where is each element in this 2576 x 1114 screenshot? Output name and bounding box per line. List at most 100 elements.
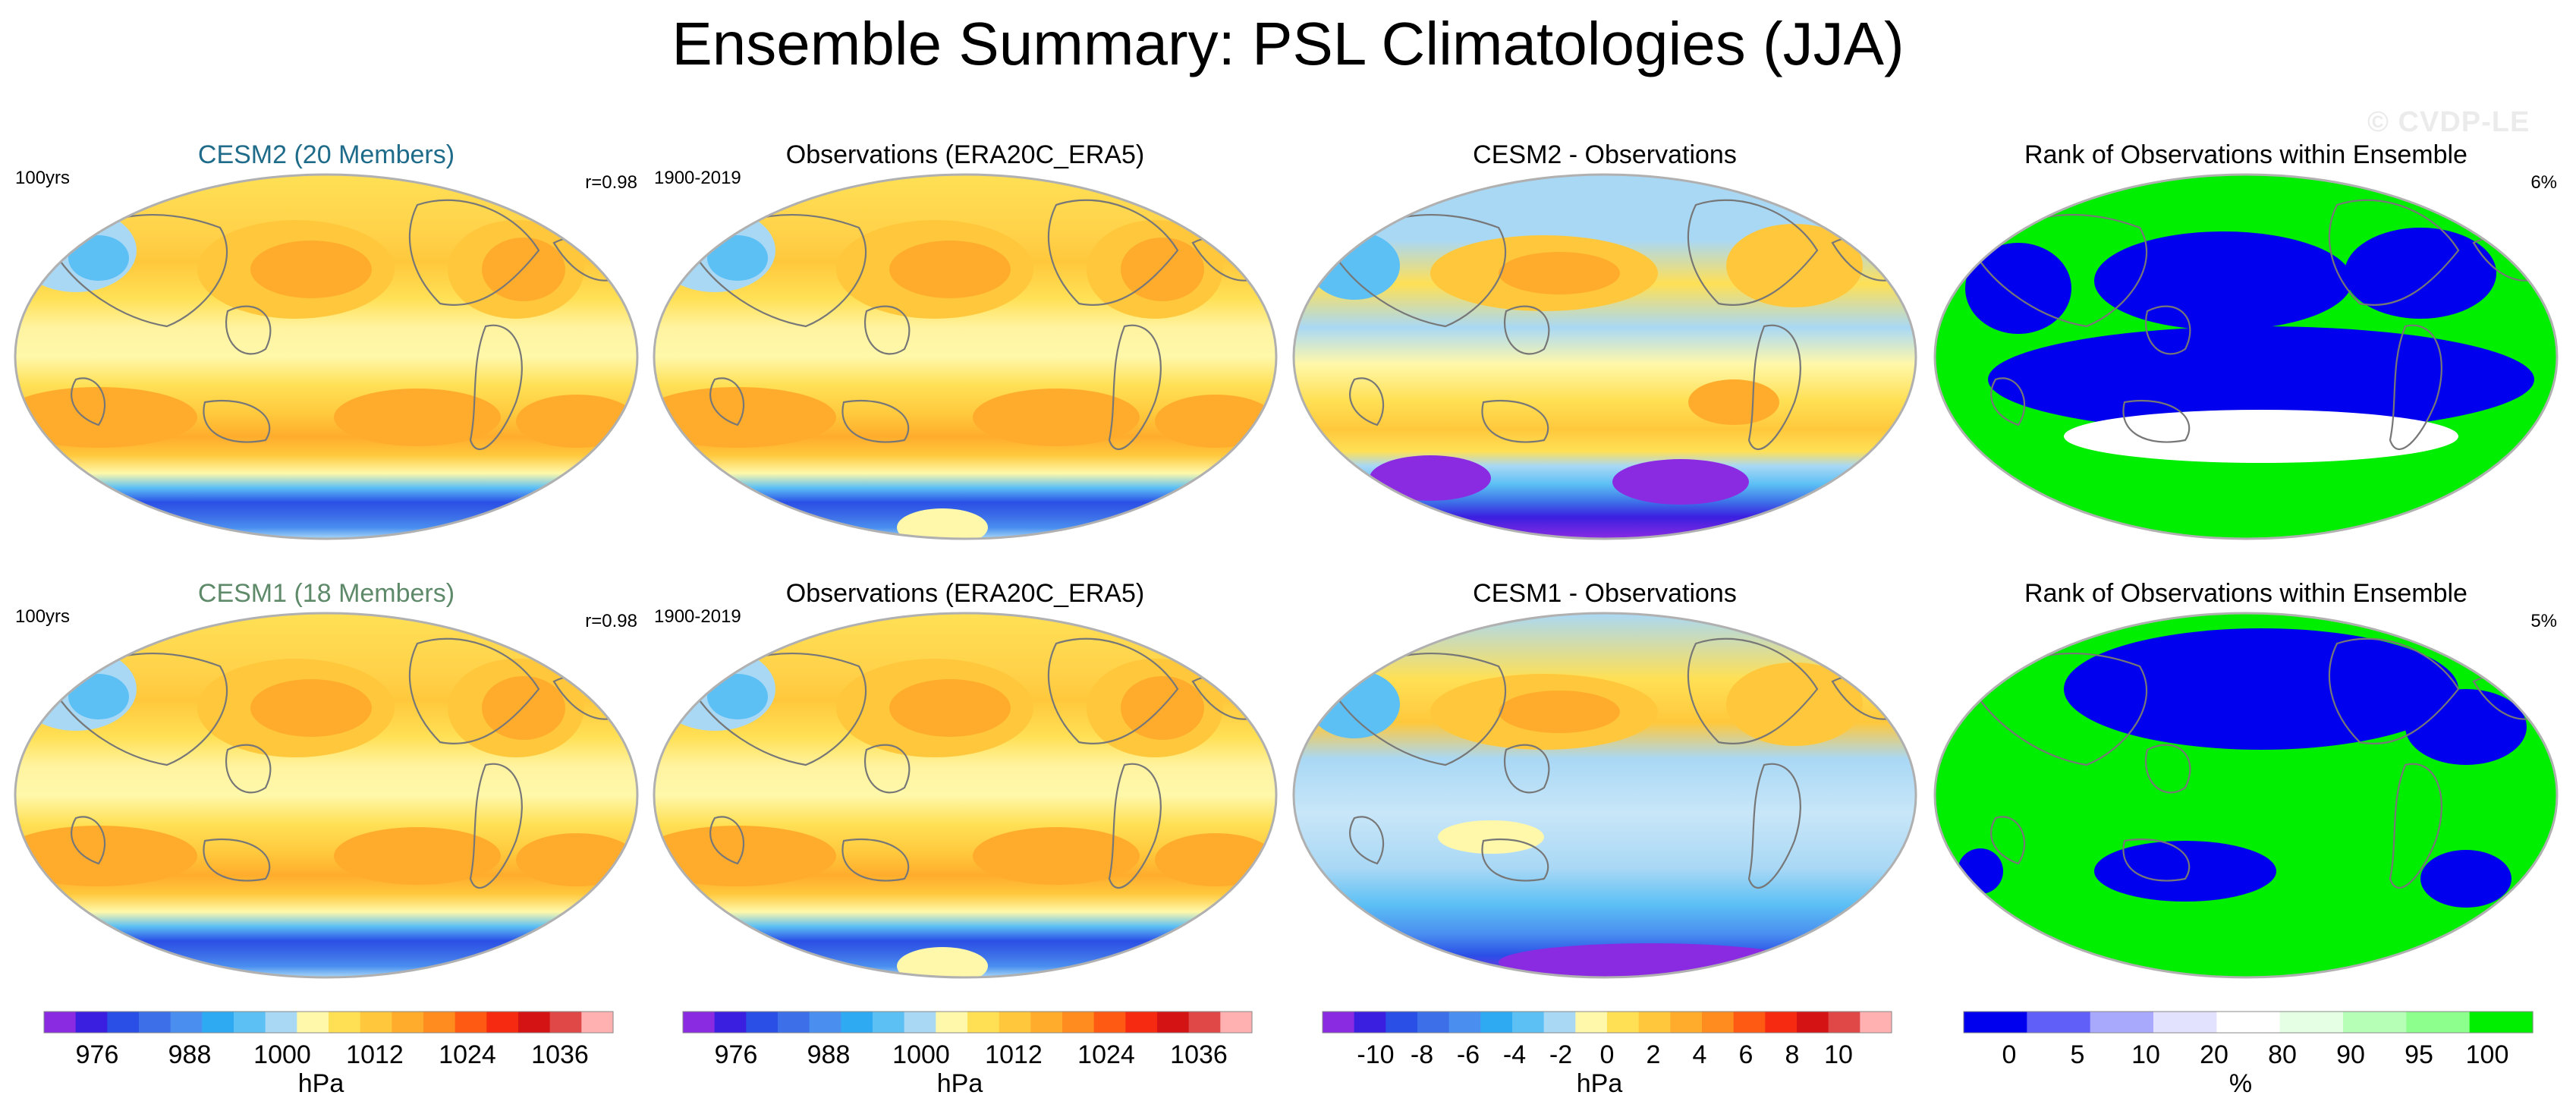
coastline-outline [469,763,523,889]
south-indian-high [15,826,197,886]
coastline-outline [2328,199,2460,306]
panel-right-label: r=0.98 [585,611,637,631]
north-pacific-high-core [889,679,1011,737]
colorbar-tick-label: -2 [1549,1040,1572,1069]
coastline-outline [71,816,106,865]
coastline-outline [709,816,745,865]
colorbar-swatch [139,1012,171,1033]
colorbar-tick-label: 1000 [253,1040,311,1069]
colorbar-tick-label: -8 [1411,1040,1433,1069]
colorbar-tick-label: 8 [1785,1040,1800,1069]
south-pacific-high [334,389,501,446]
colorbar-swatch [360,1012,392,1033]
panel-left-label: 1900-2019 [654,606,741,627]
colorbar-swatch [1733,1012,1766,1033]
coastline-outline [841,399,910,443]
coastline-outline [841,838,910,882]
map-border [14,612,639,979]
colorbar-tick-label: 5 [2071,1040,2085,1069]
coastline-outline [2145,305,2191,355]
colorbar-cb3: -10 -8 -6 -4 -2 0 2 4 6 8 10 hPa [1322,1011,1892,1098]
map-panel-cesm2-diff: CESM2 - Observations [1292,140,1917,540]
coastline-outline [2122,399,2191,443]
asia-anomaly [1309,231,1400,300]
coastline-outline [1504,744,1550,794]
colorbar-swatch [873,1012,905,1033]
panel-right-label: r=0.98 [585,172,637,193]
colorbar-swatch [423,1012,456,1033]
colorbar-swatch [75,1012,108,1033]
colorbar-units: hPa [1577,1069,1623,1098]
colorbar-tick-label: 988 [168,1040,212,1069]
south-pacific-high [334,827,501,885]
map-field-cesm1-rank [1935,613,2557,977]
colorbar-swatch [1480,1012,1513,1033]
south-pacific-high [973,827,1140,885]
colorbar-swatch [170,1012,203,1033]
south-atlantic-high [516,395,637,448]
colorbar-swatch [683,1012,716,1033]
colorbar-units: % [2229,1069,2252,1098]
colorbar-swatch [549,1012,582,1033]
colorbar-swatch [1702,1012,1735,1033]
coastline-outline [2145,744,2191,794]
map-border [653,173,1278,540]
coastline-outline [225,744,272,794]
colorbar-swatch [841,1012,873,1033]
colorbar-cb2: 976 988 1000 1012 1024 1036 hPa [682,1011,1253,1098]
colorbar-swatch [1354,1012,1386,1033]
coastline-outline [2122,838,2191,882]
coastline-outline [2389,763,2442,889]
colorbar-tick-label: 1024 [1077,1040,1135,1069]
panel-left-label: 100yrs [15,168,70,188]
colorbar-swatch [2343,1012,2407,1033]
rank-north-pacific [2064,628,2458,750]
colorbar-tick-label: 976 [76,1040,119,1069]
southern-ocean-anomaly-1 [1370,455,1491,501]
antarctic-high [897,947,988,977]
colorbar-swatch [2216,1012,2281,1033]
antarctic-high [897,508,988,539]
map-field-cesm2-diff [1294,175,1916,539]
north-pacific-anomaly-core [1499,691,1620,733]
colorbar-tick-label: 1012 [985,1040,1043,1069]
colorbar-swatch [454,1012,487,1033]
colorbar-swatch [778,1012,810,1033]
colorbar-swatch [2469,1012,2534,1033]
coastline-outline [864,744,911,794]
panel-title: Rank of Observations within Ensemble [2024,140,2467,169]
coastline-outline [1747,324,1801,450]
map-panel-cesm2-obs: Observations (ERA20C_ERA5) 1900-2019 [653,140,1278,540]
coastline-outline [1108,763,1162,889]
colorbar-swatch [1386,1012,1418,1033]
colorbar-frame [1322,1011,1892,1034]
colorbar-swatch [581,1012,614,1033]
colorbar-swatch [2153,1012,2217,1033]
map-panel-cesm2-rank: Rank of Observations within Ensemble 6% [1933,140,2559,540]
coastline-outline [1047,637,1179,744]
map-border [1933,612,2559,979]
colorbar-frame [43,1011,614,1034]
colorbar-swatch [1765,1012,1798,1033]
map-field-cesm2-obs [654,175,1276,539]
asia-anomaly [1309,670,1400,738]
figure-title: Ensemble Summary: PSL Climatologies (JJA… [672,10,1904,77]
panel-left-label: 1900-2019 [654,168,741,188]
coastline-outline [225,305,272,355]
map-field-cesm2-rank [1935,175,2557,539]
map-border [14,173,639,540]
panel-title: CESM2 - Observations [1473,140,1737,169]
panel-title: CESM1 - Observations [1473,579,1737,608]
north-atlantic-anomaly [1726,224,1863,307]
asia-low-core [707,674,768,719]
colorbar-swatch [486,1012,519,1033]
colorbar-swatch [714,1012,747,1033]
colorbar-units: hPa [937,1069,983,1098]
colorbar-tick-label: 1036 [1170,1040,1228,1069]
colorbar-tick-label: 90 [2336,1040,2365,1069]
south-indian-high [15,387,197,448]
colorbar-tick-label: 80 [2268,1040,2297,1069]
colorbar-tick-label: 1024 [439,1040,496,1069]
colorbar-tick-label: 0 [1600,1040,1615,1069]
north-atlantic-high-core [1121,238,1204,301]
